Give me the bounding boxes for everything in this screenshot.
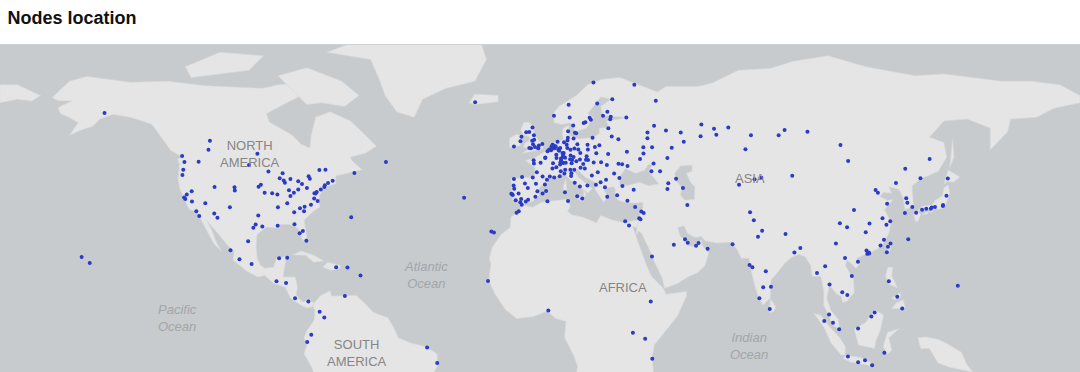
svg-text:SOUTHAMERICA: SOUTHAMERICA bbox=[327, 337, 387, 369]
svg-text:AFRICA: AFRICA bbox=[599, 280, 647, 295]
svg-text:ASIA: ASIA bbox=[735, 171, 765, 186]
svg-text:IndianOcean: IndianOcean bbox=[730, 330, 768, 362]
svg-text:PacificOcean: PacificOcean bbox=[158, 302, 197, 334]
svg-text:NORTHAMERICA: NORTHAMERICA bbox=[220, 138, 280, 170]
svg-text:Nodes location: Nodes location bbox=[8, 8, 137, 28]
svg-text:AtlanticOcean: AtlanticOcean bbox=[404, 259, 448, 291]
